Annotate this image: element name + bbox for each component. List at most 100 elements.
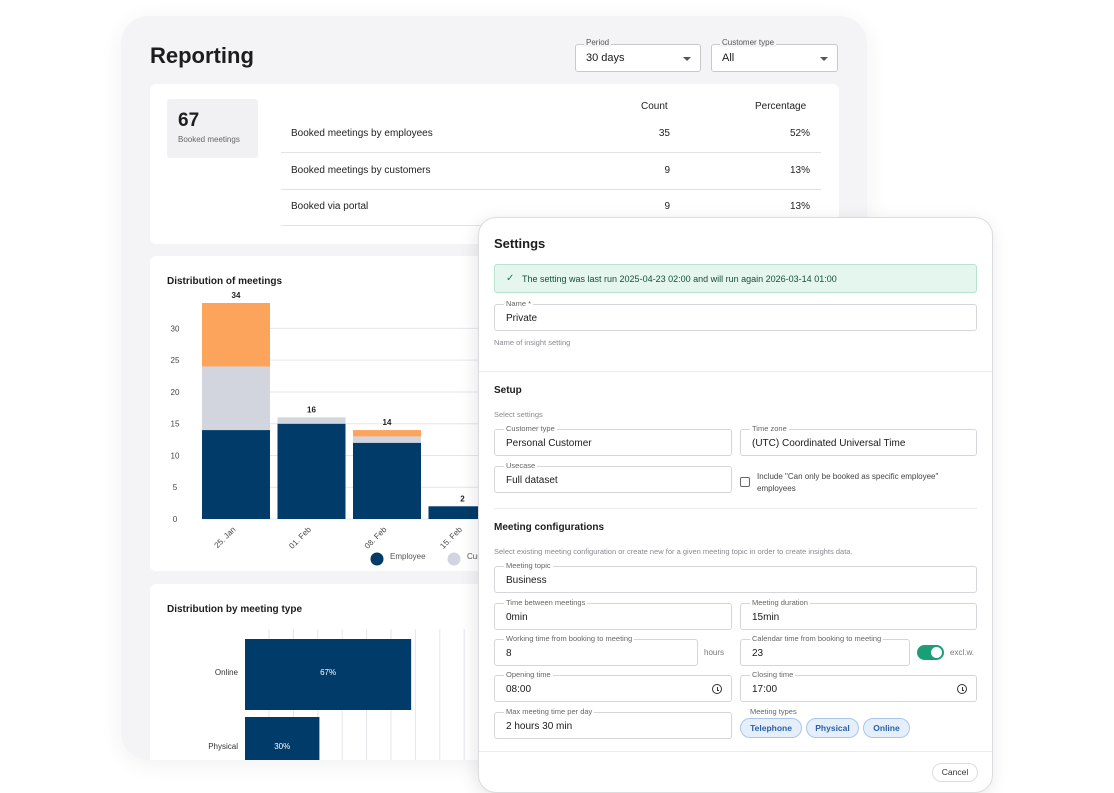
chip-online[interactable]: Online xyxy=(863,718,910,738)
clock-icon[interactable] xyxy=(712,684,722,694)
meeting-topic-label: Meeting topic xyxy=(504,561,553,570)
bar-segment xyxy=(353,430,421,437)
kpi-value: 67 xyxy=(178,110,200,131)
y-tick-label: 0 xyxy=(173,515,178,524)
customer-type-label: Customer type xyxy=(720,38,777,47)
settings-title: Settings xyxy=(494,236,546,251)
calendar-time-field[interactable]: Calendar time from booking to meeting 23 xyxy=(740,634,910,666)
working-time-value: 8 xyxy=(506,648,512,659)
exclude-weekends-label: excl.w. xyxy=(950,648,975,657)
meeting-topic-value: Business xyxy=(506,575,547,586)
include-specific-employee-checkbox[interactable] xyxy=(740,477,750,487)
period-select[interactable]: Period 30 days xyxy=(575,38,701,72)
bar-segment xyxy=(353,436,421,443)
kpi-booked-meetings: 67 Booked meetings xyxy=(167,99,258,158)
meeting-duration-label: Meeting duration xyxy=(750,598,810,607)
meeting-duration-value: 15min xyxy=(752,612,780,623)
kpi-label: Booked meetings xyxy=(178,135,240,144)
calendar-time-label: Calendar time from booking to meeting xyxy=(750,634,884,643)
max-meeting-time-field[interactable]: Max meeting time per day 2 hours 30 min xyxy=(494,707,732,739)
success-alert: ✓ The setting was last run 2025-04-23 02… xyxy=(494,264,977,293)
bar xyxy=(245,639,412,710)
name-field[interactable]: Name * Private xyxy=(494,299,977,331)
settings-dialog: Settings ✓ The setting was last run 2025… xyxy=(478,217,993,793)
meeting-topic-field[interactable]: Meeting topic Business xyxy=(494,561,977,593)
customer-type-select[interactable]: Customer type All xyxy=(711,38,838,72)
bar-segment xyxy=(202,366,270,431)
name-helper: Name of insight setting xyxy=(494,338,571,347)
y-tick-label: 20 xyxy=(171,388,180,397)
max-meeting-time-value: 2 hours 30 min xyxy=(506,721,573,732)
x-tick-label: 08. Feb xyxy=(363,525,389,551)
legend-marker xyxy=(447,552,461,566)
time-between-field[interactable]: Time between meetings 0min xyxy=(494,598,732,630)
percentage-header: Percentage xyxy=(755,101,807,112)
data-label: 2 xyxy=(460,494,465,503)
closing-time-label: Closing time xyxy=(750,670,796,679)
divider xyxy=(494,508,977,509)
row-count: 9 xyxy=(664,165,670,176)
customer-type-field-label: Customer type xyxy=(504,424,557,433)
distribution-title: Distribution of meetings xyxy=(167,276,282,287)
meeting-duration-field[interactable]: Meeting duration 15min xyxy=(740,598,977,630)
customer-type-field[interactable]: Customer type Personal Customer xyxy=(494,424,732,456)
divider xyxy=(479,751,992,752)
closing-time-value: 17:00 xyxy=(752,684,778,695)
working-time-field[interactable]: Working time from booking to meeting 8 xyxy=(494,634,698,666)
row-label: Booked meetings by employees xyxy=(291,128,433,139)
clock-icon[interactable] xyxy=(957,684,967,694)
working-time-label: Working time from booking to meeting xyxy=(504,634,635,643)
y-tick-label: 25 xyxy=(171,356,180,365)
setup-helper: Select settings xyxy=(494,410,543,419)
bar-segment xyxy=(202,303,270,367)
check-icon: ✓ xyxy=(506,273,515,284)
time-zone-field[interactable]: Time zone (UTC) Coordinated Universal Ti… xyxy=(740,424,977,456)
customer-type-value: All xyxy=(722,52,735,64)
name-value: Private xyxy=(506,313,538,324)
working-time-unit: hours xyxy=(704,648,725,657)
usecase-value: Full dataset xyxy=(506,475,558,486)
y-tick-label: 15 xyxy=(171,420,180,429)
y-tick-label: 10 xyxy=(171,451,180,460)
include-specific-employee-label: Include "Can only be booked as specific … xyxy=(757,472,939,493)
data-label: 14 xyxy=(383,418,392,427)
row-percentage: 13% xyxy=(789,201,810,212)
table-row: Booked meetings by employees 35 52% xyxy=(281,116,821,153)
exclude-weekends-toggle[interactable] xyxy=(917,645,944,660)
customer-type-field-value: Personal Customer xyxy=(506,438,592,449)
usecase-field[interactable]: Usecase Full dataset xyxy=(494,461,732,493)
period-value: 30 days xyxy=(586,52,625,64)
closing-time-field[interactable]: Closing time 17:00 xyxy=(740,670,977,702)
usecase-label: Usecase xyxy=(504,461,538,470)
bar-segment xyxy=(277,417,346,424)
time-between-value: 0min xyxy=(506,612,528,623)
opening-time-field[interactable]: Opening time 08:00 xyxy=(494,670,732,702)
y-tick-label: Online xyxy=(215,668,239,677)
bar xyxy=(245,717,320,760)
data-label: 16 xyxy=(307,405,316,414)
time-zone-value: (UTC) Coordinated Universal Time xyxy=(752,438,906,449)
opening-time-label: Opening time xyxy=(504,670,553,679)
name-label: Name * xyxy=(504,299,534,308)
chip-telephone[interactable]: Telephone xyxy=(740,718,802,738)
meeting-config-helper: Select existing meeting configuration or… xyxy=(494,547,853,556)
meeting-type-title: Distribution by meeting type xyxy=(167,604,303,615)
meeting-config-title: Meeting configurations xyxy=(494,522,604,533)
chevron-down-icon xyxy=(683,57,691,61)
period-label: Period xyxy=(584,38,612,47)
bar-segment xyxy=(353,442,421,519)
count-header: Count xyxy=(641,101,668,112)
toggle-knob xyxy=(931,647,942,658)
x-tick-label: 25. Jan xyxy=(212,525,237,550)
chip-physical[interactable]: Physical xyxy=(806,718,859,738)
y-tick-label: 5 xyxy=(173,483,178,492)
legend-label: Employee xyxy=(390,552,426,561)
cancel-button[interactable]: Cancel xyxy=(932,763,978,782)
row-percentage: 52% xyxy=(789,128,810,139)
row-count: 9 xyxy=(664,201,670,212)
legend-label: Cus xyxy=(467,552,481,561)
row-percentage: 13% xyxy=(789,165,810,176)
x-tick-label: 01. Feb xyxy=(287,525,313,551)
meeting-types-label: Meeting types xyxy=(750,707,797,716)
alert-text: The setting was last run 2025-04-23 02:0… xyxy=(522,274,837,284)
